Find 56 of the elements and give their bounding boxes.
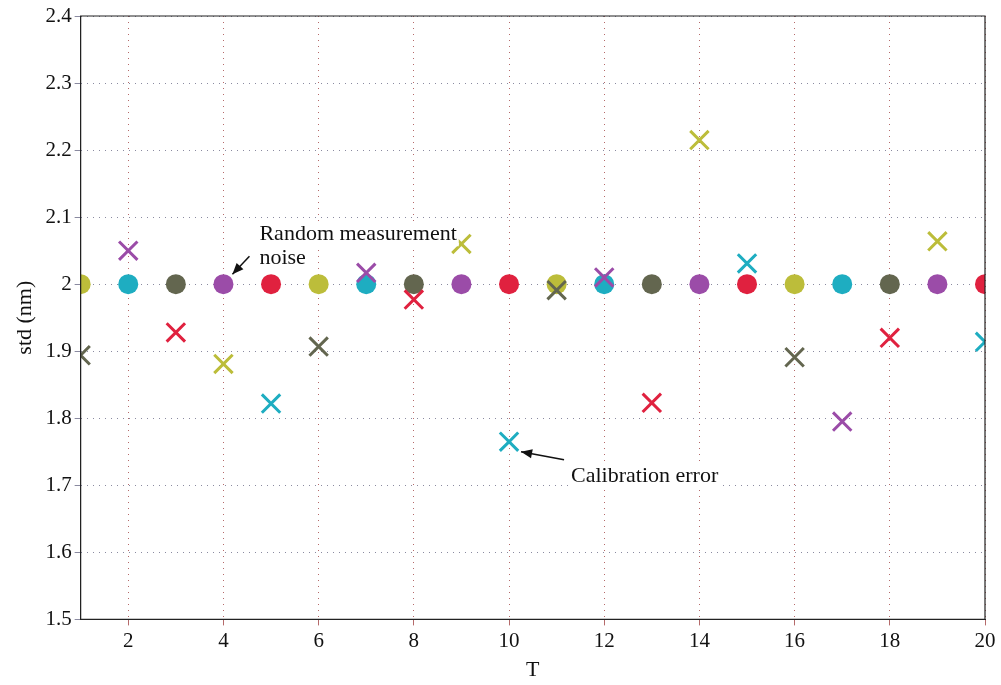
y-tick-label: 1.9 (45, 337, 72, 362)
point (927, 274, 948, 295)
point (308, 274, 329, 295)
y-axis-title: std (nm) (10, 280, 36, 355)
point (117, 239, 139, 262)
y-tick-label: 2.3 (45, 69, 72, 94)
point (737, 274, 758, 295)
point (307, 335, 330, 358)
y-tick-label: 2.2 (45, 136, 72, 161)
point (499, 274, 520, 295)
point (832, 274, 853, 295)
annotation: Random measurement noise (259, 220, 457, 270)
point (213, 274, 234, 295)
x-tick-label: 6 (313, 627, 324, 652)
point (783, 346, 806, 368)
point (641, 274, 662, 295)
point (926, 230, 949, 252)
x-tick-label: 2 (123, 627, 134, 652)
point (260, 392, 282, 415)
point (641, 392, 663, 414)
point (689, 274, 710, 295)
x-tick-label: 14 (688, 627, 711, 652)
x-tick-label: 18 (879, 627, 901, 652)
point (403, 288, 425, 311)
y-tick-label: 1.5 (45, 605, 72, 630)
x-tick-label: 4 (218, 627, 230, 652)
point (165, 321, 187, 344)
point (736, 252, 758, 275)
y-tick-label: 1.7 (45, 471, 72, 496)
x-tick-label: 20 (974, 627, 996, 652)
point (879, 274, 900, 295)
point (261, 274, 282, 295)
point (688, 129, 711, 151)
x-tick-label: 16 (784, 627, 806, 652)
point (212, 353, 235, 375)
point (784, 274, 805, 295)
y-tick-label: 2 (61, 270, 72, 295)
point (403, 274, 424, 295)
y-tick-label: 1.8 (45, 404, 72, 429)
point (451, 274, 472, 295)
x-axis-title: T (526, 655, 541, 681)
y-tick-label: 2.1 (45, 203, 72, 228)
point (165, 274, 186, 295)
x-tick-label: 12 (593, 627, 615, 652)
point (498, 431, 520, 453)
point (118, 274, 139, 295)
y-tick-label: 1.6 (45, 538, 72, 563)
point (831, 410, 853, 433)
x-tick-label: 10 (498, 627, 520, 652)
point (545, 279, 568, 301)
y-tick-label: 2.4 (45, 2, 73, 27)
point (355, 262, 377, 284)
point (593, 266, 615, 289)
x-tick-label: 8 (408, 627, 420, 652)
annotation: Calibration error (571, 461, 719, 487)
point (879, 327, 901, 349)
